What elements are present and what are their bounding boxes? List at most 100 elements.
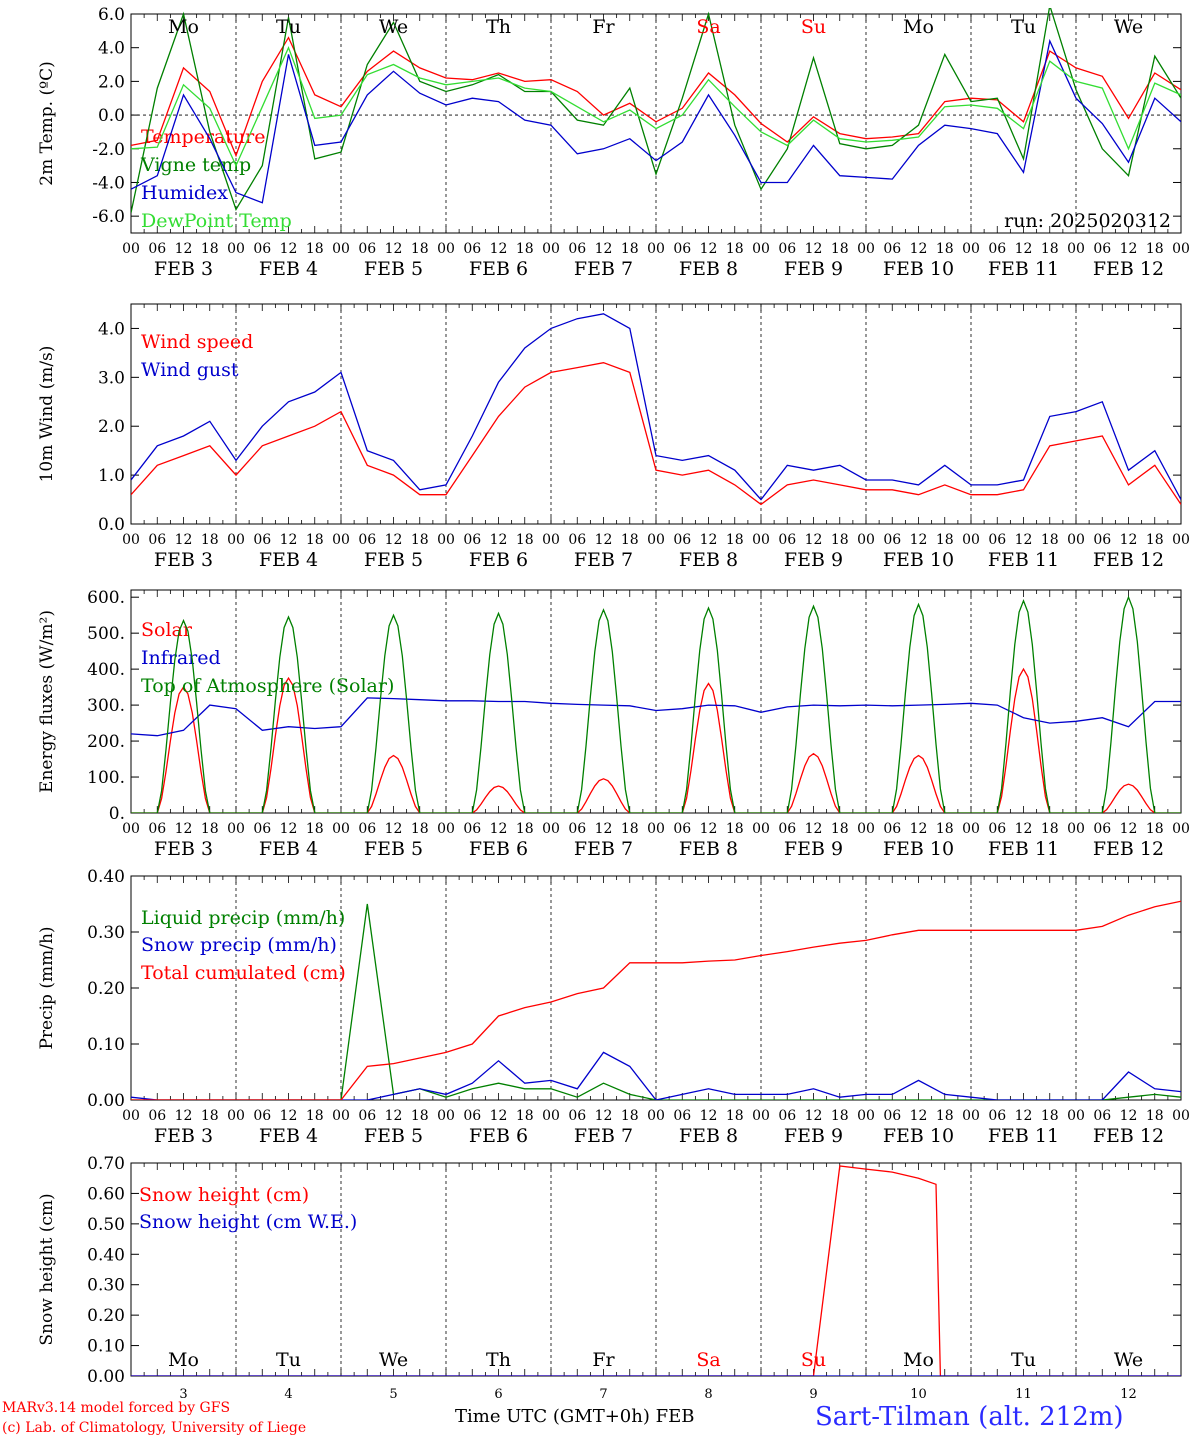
x-hour-tick-label: 18 [1041, 241, 1059, 257]
x-hour-tick-label: 06 [673, 821, 691, 837]
x-hour-tick-label: 12 [385, 1108, 403, 1124]
x-date-label: FEB 11 [988, 838, 1059, 860]
x-hour-tick-label: 12 [280, 1108, 298, 1124]
panel-3: 0. 100. 200. 300. 400. 500. 600. Energy fluxes … [37, 588, 1190, 860]
x-hour-tick-label: 12 [175, 532, 193, 548]
x-hour-tick-label: 06 [673, 241, 691, 257]
x-date-label: FEB 12 [1093, 1125, 1164, 1147]
legend-entry: Top of Atmosphere (Solar) [141, 675, 394, 697]
x-hour-tick-label: 12 [805, 821, 823, 837]
x-date-label: FEB 3 [154, 258, 213, 280]
x-hour-tick-label: 06 [778, 821, 796, 837]
y-tick-label: 0.00 [87, 1091, 125, 1111]
x-hour-tick-label: 12 [700, 241, 718, 257]
x-hour-tick-label: 18 [936, 821, 954, 837]
x-hour-tick-label: 06 [1093, 532, 1111, 548]
x-hour-tick-label: 06 [253, 821, 271, 837]
x-hour-tick-label: 00 [227, 821, 245, 837]
x-hour-tick-label: 12 [700, 1108, 718, 1124]
y-tick-label: 2.0 [98, 72, 125, 92]
x-date-label: FEB 10 [883, 838, 954, 860]
x-date-label: FEB 9 [784, 549, 843, 571]
x-hour-tick-label: 12 [1015, 1108, 1033, 1124]
x-hour-tick-label: 12 [385, 532, 403, 548]
x-hour-tick-label: 18 [516, 532, 534, 548]
x-hour-tick-label: 06 [358, 532, 376, 548]
x-hour-tick-label: 12 [910, 241, 928, 257]
legend-entry: Snow precip (mm/h) [141, 934, 337, 956]
x-hour-tick-label: 18 [306, 821, 324, 837]
x-hour-tick-label: 18 [621, 241, 639, 257]
x-date-label: FEB 7 [574, 838, 633, 860]
x-hour-tick-label: 00 [227, 1108, 245, 1124]
x-hour-tick-label: 00 [1067, 532, 1085, 548]
x-hour-tick-label: 12 [175, 241, 193, 257]
x-hour-tick-label: 00 [752, 241, 770, 257]
x-axis-month: FEB [655, 1406, 695, 1427]
x-hour-tick-label: 18 [201, 532, 219, 548]
credit-lab: (c) Lab. of Climatology, University of L… [2, 1420, 307, 1436]
x-hour-tick-label: 06 [988, 821, 1006, 837]
x-date-label: FEB 4 [259, 549, 318, 571]
panel-5: 0.00 0.10 0.20 0.30 0.40 0.50 0.60 0.70 Snow hei… [37, 1154, 1182, 1402]
x-hour-tick-label: 06 [358, 821, 376, 837]
x-hour-tick-label: 06 [568, 1108, 586, 1124]
x-hour-tick-label: 00 [752, 532, 770, 548]
x-hour-tick-label: 12 [1120, 821, 1138, 837]
x-hour-tick-label: 06 [568, 241, 586, 257]
x-date-label: FEB 9 [784, 1125, 843, 1147]
x-hour-tick-label: 18 [306, 1108, 324, 1124]
x-hour-tick-label: 00 [332, 532, 350, 548]
x-date-label: FEB 9 [784, 838, 843, 860]
x-hour-tick-label: 12 [1120, 1108, 1138, 1124]
day-name-label: Su [801, 1349, 826, 1371]
x-date-label: FEB 5 [364, 258, 423, 280]
y-axis-label: 2m Temp. (ºC) [37, 61, 57, 186]
x-hour-tick-label: 12 [595, 532, 613, 548]
x-day-number: 8 [704, 1387, 712, 1402]
y-tick-label: 0.30 [87, 923, 125, 943]
day-name-label: Mo [168, 1349, 199, 1371]
x-hour-tick-label: 12 [490, 241, 508, 257]
x-day-number: 4 [284, 1387, 292, 1402]
x-hour-tick-label: 18 [831, 532, 849, 548]
x-date-label: FEB 11 [988, 258, 1059, 280]
x-hour-tick-label: 00 [647, 1108, 665, 1124]
x-hour-tick-label: 06 [568, 532, 586, 548]
x-hour-tick-label: 18 [936, 1108, 954, 1124]
legend-entry: Snow height (cm W.E.) [139, 1211, 357, 1233]
x-date-label: FEB 7 [574, 549, 633, 571]
x-date-label: FEB 3 [154, 549, 213, 571]
series-line-2 [131, 8, 1181, 213]
series-line-3 [131, 595, 1181, 813]
x-hour-tick-label: 00 [647, 241, 665, 257]
panel-1: 6.0 4.0 2.0 0.0 -2.0 -4.0 -6.0 2m Temp. (ºC) Tem… [37, 5, 1190, 280]
x-hour-tick-label: 06 [883, 532, 901, 548]
x-hour-tick-label: 06 [673, 1108, 691, 1124]
y-tick-label: 600. [87, 588, 125, 608]
x-hour-tick-label: 00 [857, 532, 875, 548]
y-tick-label: 0.50 [87, 1215, 125, 1235]
x-date-label: FEB 6 [469, 1125, 528, 1147]
run-label: run: 2025020312 [1004, 210, 1171, 232]
x-date-label: FEB 3 [154, 1125, 213, 1147]
x-date-label: FEB 11 [988, 549, 1059, 571]
x-hour-tick-label: 06 [883, 1108, 901, 1124]
x-hour-tick-label: 00 [1067, 821, 1085, 837]
y-axis-label: Energy fluxes (W/m²) [37, 610, 57, 793]
y-tick-label: 0.10 [87, 1337, 125, 1357]
day-name-label: Fr [592, 1349, 615, 1371]
plot-frame [130, 589, 1182, 814]
x-hour-tick-label: 12 [280, 241, 298, 257]
legend-entry: DewPoint Temp [141, 210, 292, 232]
x-hour-tick-label: 00 [647, 821, 665, 837]
x-hour-tick-label: 12 [910, 532, 928, 548]
legend-entry: Liquid precip (mm/h) [141, 907, 345, 929]
x-date-label: FEB 7 [574, 258, 633, 280]
y-axis-label: Snow height (cm) [37, 1193, 57, 1345]
x-date-label: FEB 11 [988, 1125, 1059, 1147]
station-name: Sart-Tilman (alt. 212m) [815, 1402, 1124, 1432]
y-tick-label: 0.40 [87, 1245, 125, 1265]
x-date-label: FEB 6 [469, 549, 528, 571]
day-name-label: Tu [276, 16, 301, 38]
